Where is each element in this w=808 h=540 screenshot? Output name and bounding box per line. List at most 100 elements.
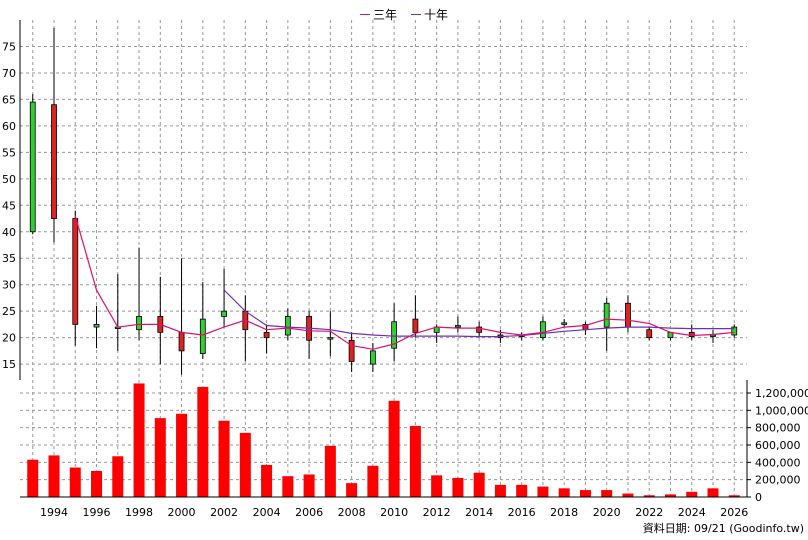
volume-bar: [622, 493, 634, 497]
legend-swatch-three-year: [360, 14, 370, 15]
candle-body: [646, 329, 653, 339]
candle-body: [284, 316, 291, 336]
price-tick-label: 75: [2, 40, 16, 53]
source-label: 資料日期: 09/21 (Goodinfo.tw): [642, 522, 804, 535]
x-tick-label: 2006: [295, 506, 323, 519]
candle-body: [369, 350, 376, 365]
volume-grid: [20, 380, 747, 498]
x-tick-label: 2002: [210, 506, 238, 519]
x-tick-label: 2016: [508, 506, 536, 519]
volume-bar: [516, 484, 528, 497]
volume-bar: [239, 432, 251, 497]
x-tick-label: 2024: [678, 506, 706, 519]
x-tick-label: 2014: [465, 506, 493, 519]
volume-bar: [579, 490, 591, 497]
volume-bar: [367, 465, 379, 497]
candle-body: [136, 316, 142, 331]
candle-body: [476, 326, 483, 333]
volume-bar: [176, 413, 188, 497]
volume-bar: [558, 488, 570, 497]
price-tick-label: 50: [2, 173, 16, 186]
volume-bar: [643, 495, 655, 497]
volume-bar: [303, 474, 315, 497]
candle-body: [710, 334, 716, 337]
volume-tick-label: 400,000: [755, 456, 801, 469]
legend-swatch-ten-year: [411, 14, 422, 15]
price-tick-label: 55: [2, 146, 16, 159]
volume-bar: [601, 490, 613, 497]
ten-year-ma-line: [223, 289, 735, 338]
volume-bar: [261, 464, 273, 497]
x-tick-label: 2018: [550, 506, 578, 519]
volume-bar: [431, 475, 443, 497]
volume-bar: [282, 476, 294, 497]
x-tick-label: 2008: [338, 506, 366, 519]
price-tick-label: 15: [2, 358, 16, 371]
volume-bar: [27, 459, 39, 497]
candle-body: [72, 218, 79, 325]
volume-bar: [537, 486, 549, 497]
volume-tick-label: 1,000,000: [755, 404, 808, 417]
candles: [29, 27, 738, 375]
candle-body: [199, 318, 206, 354]
volume-bar: [69, 467, 81, 497]
x-tick-label: 2022: [635, 506, 663, 519]
volume-bar: [707, 488, 719, 497]
candle-body: [561, 322, 568, 325]
moving-average-lines: [74, 215, 735, 350]
volume-bar: [346, 483, 358, 497]
x-tick-label: 1996: [83, 506, 111, 519]
x-tick-label: 2012: [423, 506, 451, 519]
price-tick-label: 65: [2, 93, 16, 106]
candle-body: [29, 101, 36, 233]
candle-body: [412, 318, 419, 333]
candle-body: [731, 326, 738, 336]
candle-body: [603, 302, 610, 328]
x-tick-label: 2026: [720, 506, 748, 519]
legend-item-three-year: 三年: [360, 6, 397, 23]
axes: [19, 20, 751, 498]
price-tick-label: 35: [2, 252, 16, 265]
volume-bar: [112, 456, 124, 497]
legend-label-three-year: 三年: [373, 8, 398, 22]
volume-bar: [154, 418, 166, 497]
price-tick-label: 30: [2, 279, 16, 292]
volume-bar: [218, 420, 230, 497]
legend-item-ten-year: 十年: [411, 6, 448, 23]
volume-bar: [494, 484, 506, 497]
three-year-ma-line: [74, 215, 735, 350]
volume-bar: [686, 491, 698, 497]
volume-bar: [197, 386, 209, 497]
x-tick-label: 1994: [40, 506, 68, 519]
candle-body: [178, 331, 185, 352]
volume-bar: [728, 495, 740, 497]
price-tick-label: 60: [2, 120, 16, 133]
volume-bar: [48, 455, 60, 497]
legend-label-ten-year: 十年: [424, 8, 449, 22]
price-tick-label: 70: [2, 67, 16, 80]
volume-tick-label: 200,000: [755, 474, 801, 487]
candle-body: [327, 337, 334, 340]
x-tick-label: 2020: [593, 506, 621, 519]
candle-body: [540, 321, 546, 339]
x-tick-label: 2004: [253, 506, 281, 519]
volume-tick-label: 800,000: [755, 422, 801, 435]
candle-body: [221, 310, 227, 317]
candle-body: [625, 302, 631, 328]
price-tick-label: 40: [2, 226, 16, 239]
price-tick-label: 45: [2, 199, 16, 212]
volume-bar: [409, 425, 421, 497]
volume-bar: [664, 494, 676, 497]
price-tick-label: 20: [2, 332, 16, 345]
x-tick-label: 1998: [125, 506, 153, 519]
tick-labels: 15 20 25 30 35 40 45 50 55 60 65 70 75 0 200,000 400,00…: [2, 40, 808, 519]
volume-bar: [91, 471, 103, 497]
volume-tick-label: 1,200,000: [755, 387, 808, 400]
candle-body: [391, 321, 398, 349]
volume-bar: [473, 472, 485, 497]
volume-tick-label: 600,000: [755, 439, 801, 452]
x-tick-label: 2000: [168, 506, 196, 519]
volume-bars: [27, 383, 740, 497]
